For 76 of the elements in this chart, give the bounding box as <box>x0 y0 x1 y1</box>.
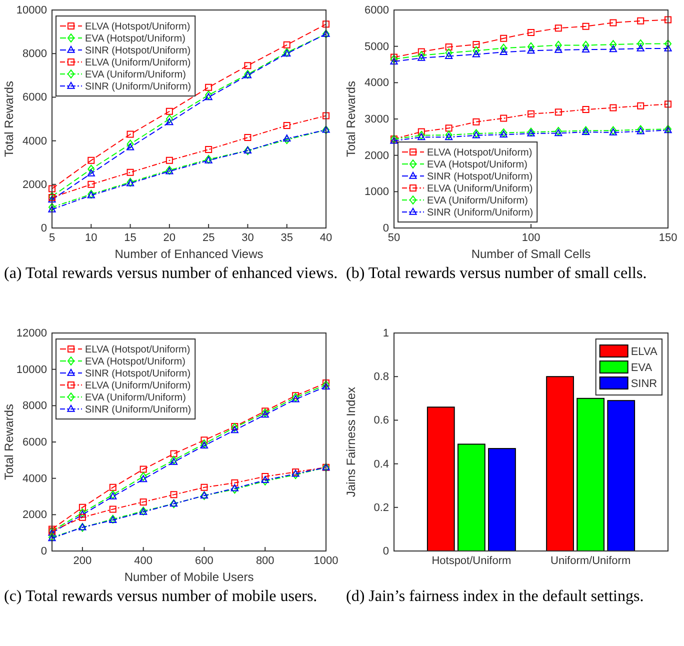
y-tick-label: 0 <box>382 222 389 235</box>
text: (c) Total rewards versus number of mobile users. <box>4 587 318 606</box>
y-tick-label: 10000 <box>16 4 47 17</box>
y-tick-label: 0 <box>40 546 47 558</box>
legend-label: ELVA (Uniform/Uniform) <box>85 58 191 68</box>
legend-label: EVA (Hotspot/Uniform) <box>85 34 186 44</box>
legend-label: SINR (Uniform/Uniform) <box>85 404 192 416</box>
y-tick-label: 0.4 <box>374 458 389 470</box>
legend-label: ELVA <box>630 346 658 358</box>
legend-label: EVA (Uniform/Uniform) <box>85 70 186 80</box>
y-tick-label: 0.2 <box>374 502 389 514</box>
legend-label: SINR (Uniform/Uniform) <box>85 82 192 92</box>
legend-label: EVA (Hotspot/Uniform) <box>427 160 528 170</box>
y-tick-label: 2000 <box>364 150 389 162</box>
y-axis-title: Total Rewards <box>344 80 358 158</box>
legend-label: EVA (Uniform/Uniform) <box>427 196 528 206</box>
x-tick-label: 20 <box>163 232 176 244</box>
text: (d) Jain’s fairness index in the default settings. <box>346 587 645 606</box>
x-axis-title: Number of Small Cells <box>471 247 591 261</box>
x-tick-label: 35 <box>280 232 293 244</box>
y-tick-label: 2000 <box>22 509 47 522</box>
x-axis-title: Number of Mobile Users <box>124 570 254 584</box>
x-tick-label: 25 <box>202 232 215 244</box>
text: (b) Total rewards versus number of small cells. <box>346 264 648 283</box>
legend-label: SINR (Uniform/Uniform) <box>427 208 534 218</box>
x-tick-label: 100 <box>522 232 540 244</box>
legend-label: ELVA (Hotspot/Uniform) <box>85 344 190 356</box>
x-tick-label: Hotspot/Uniform <box>432 554 512 567</box>
legend-label: SINR (Hotspot/Uniform) <box>85 368 191 380</box>
x-tick-label: 600 <box>195 554 214 567</box>
y-tick-label: 5000 <box>364 40 389 53</box>
x-tick-label: 800 <box>256 554 274 567</box>
x-tick-label: 15 <box>124 232 136 244</box>
x-tick-label: 200 <box>73 554 92 567</box>
y-tick-label: 4000 <box>364 77 389 90</box>
y-axis-title: Jains Fairness Index <box>344 386 358 498</box>
y-tick-label: 0.8 <box>374 371 389 384</box>
legend-label: SINR (Hotspot/Uniform) <box>427 172 533 182</box>
y-axis-title: Total Rewards <box>2 80 16 158</box>
legend-label: EVA <box>630 362 653 374</box>
x-tick-label: 10 <box>85 232 98 244</box>
legend-label: ELVA (Uniform/Uniform) <box>427 184 533 194</box>
y-tick-label: 8000 <box>22 400 47 412</box>
y-tick-label: 6000 <box>364 4 389 17</box>
y-tick-label: 0 <box>40 222 47 235</box>
x-tick-label: 50 <box>388 232 400 244</box>
legend-label: ELVA (Uniform/Uniform) <box>85 380 191 392</box>
text: (a) Total rewards versus number of enhanced views. <box>4 264 339 283</box>
y-tick-label: 12000 <box>16 328 47 340</box>
y-tick-label: 2000 <box>22 178 47 191</box>
x-tick-label: 1000 <box>314 554 338 567</box>
x-tick-label: 400 <box>134 554 153 567</box>
y-tick-label: 6000 <box>22 92 47 104</box>
legend-label: ELVA (Hotspot/Uniform) <box>85 22 190 32</box>
x-tick-label: 150 <box>658 232 678 244</box>
y-axis-title: Total Rewards <box>2 404 16 480</box>
legend-label: EVA (Uniform/Uniform) <box>85 392 186 404</box>
y-tick-label: 1000 <box>364 186 389 198</box>
y-tick-label: 1 <box>382 328 389 340</box>
y-tick-label: 0.6 <box>374 414 389 427</box>
y-tick-label: 4000 <box>22 472 47 485</box>
legend-label: SINR <box>630 378 658 390</box>
legend-label: SINR (Hotspot/Uniform) <box>85 46 191 56</box>
x-tick-label: 30 <box>242 232 254 244</box>
y-tick-label: 4000 <box>22 135 47 148</box>
x-tick-label: 40 <box>320 232 332 244</box>
y-tick-label: 0 <box>382 546 389 558</box>
legend-label: EVA (Hotspot/Uniform) <box>85 356 186 368</box>
legend-label: ELVA (Hotspot/Uniform) <box>427 148 532 158</box>
x-tick-label: 5 <box>48 232 56 244</box>
y-tick-label: 3000 <box>364 114 389 126</box>
x-tick-label: Uniform/Uniform <box>550 554 631 567</box>
y-tick-label: 8000 <box>22 48 47 60</box>
y-tick-label: 10000 <box>16 364 47 376</box>
x-axis-title: Number of Enhanced Views <box>114 247 264 261</box>
y-tick-label: 6000 <box>22 436 47 449</box>
